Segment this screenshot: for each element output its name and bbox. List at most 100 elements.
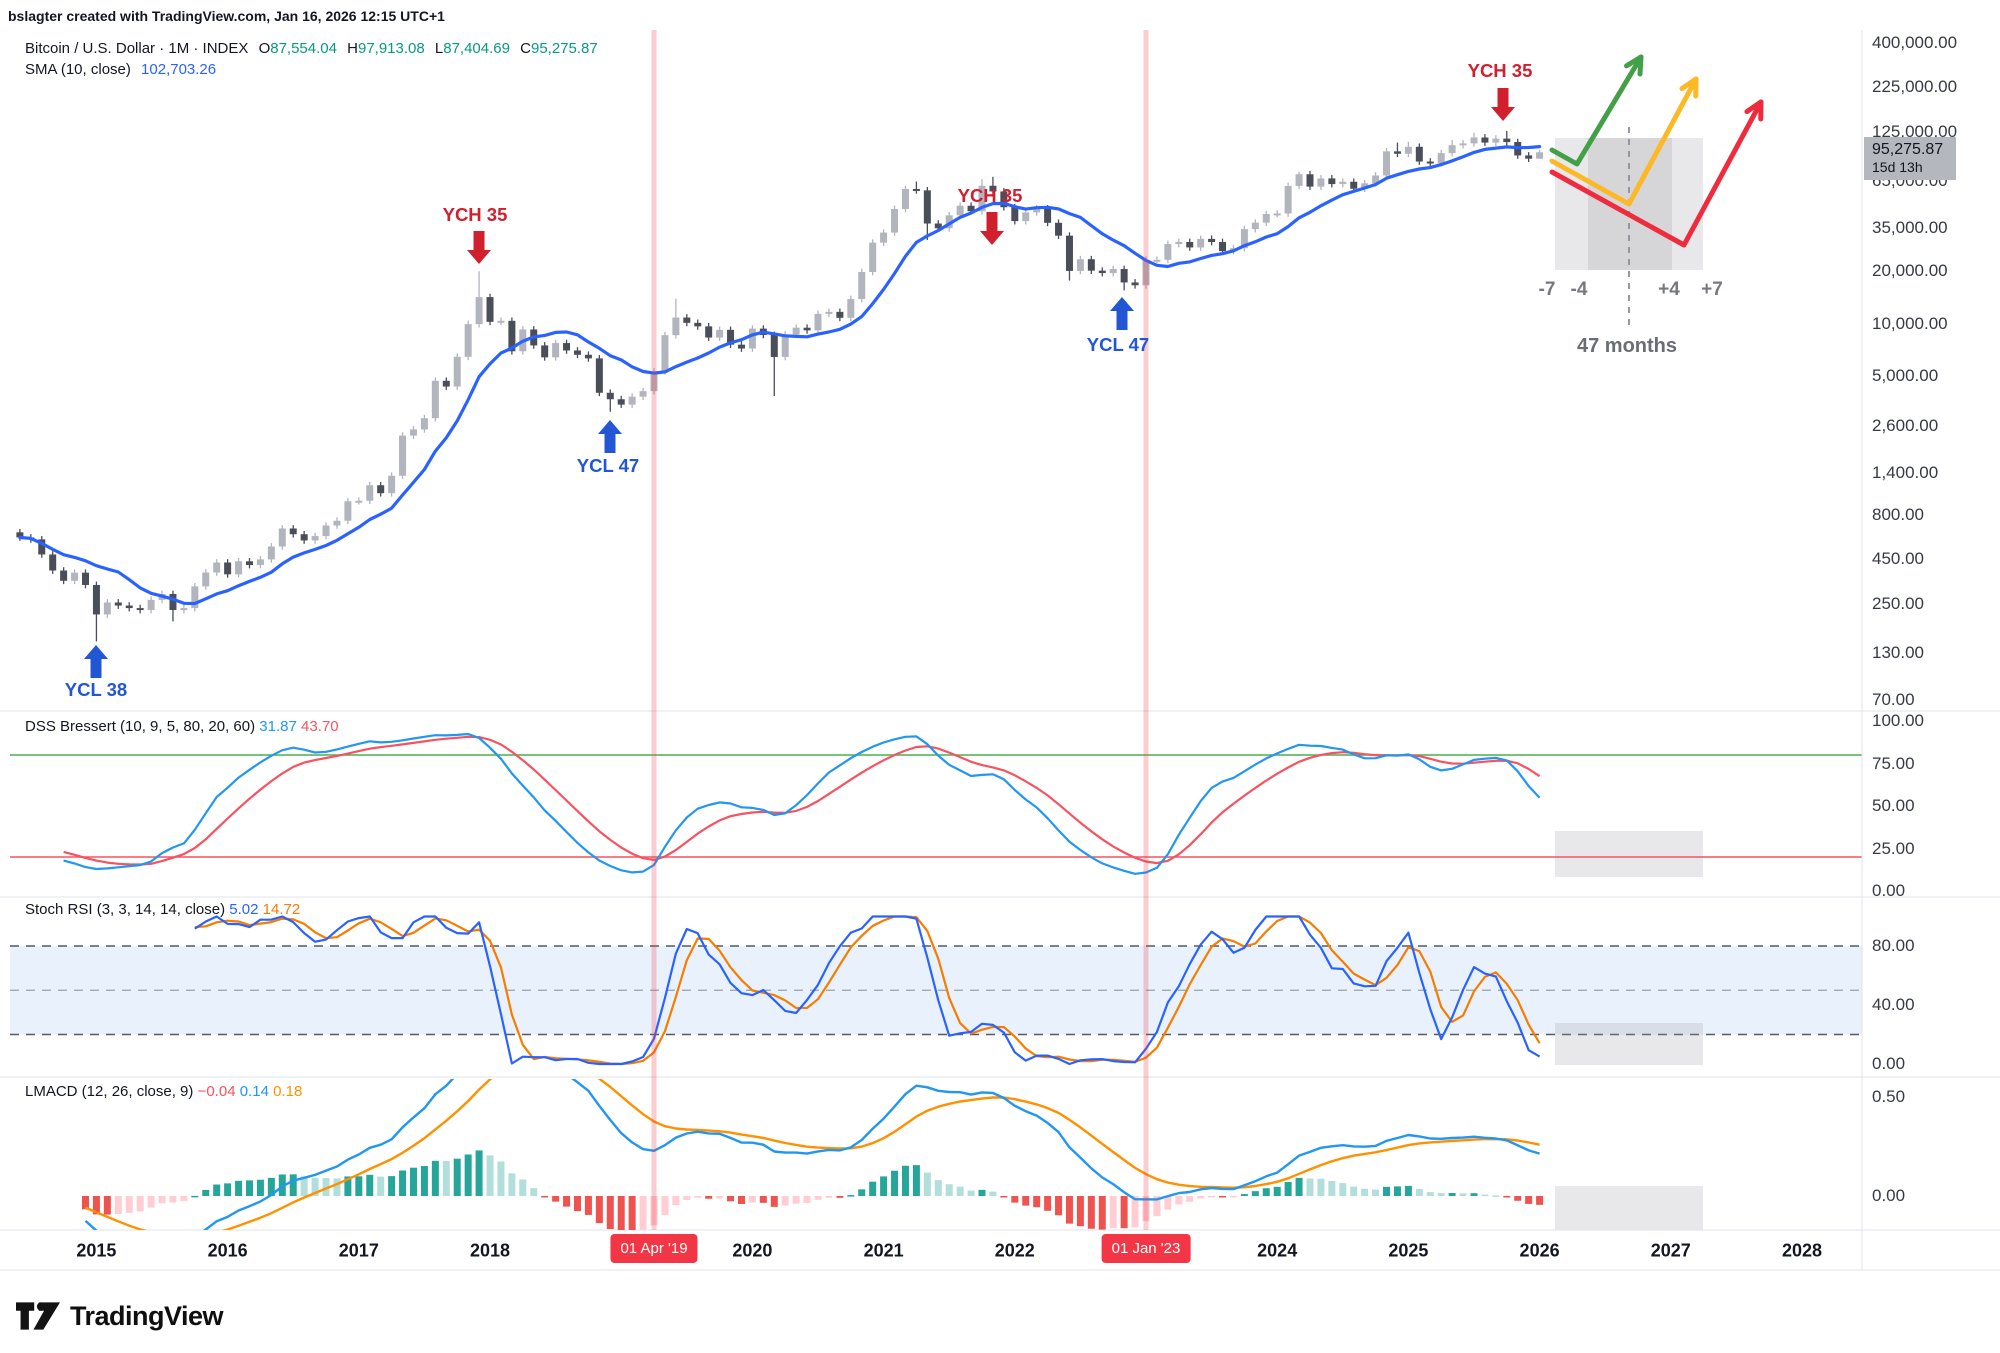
year-label: 2022	[994, 1240, 1035, 1261]
year-label: 2026	[1519, 1240, 1560, 1261]
ohlc-close-key: C	[520, 40, 531, 57]
price-tick-label: 10,000.00	[1872, 313, 1948, 333]
tradingview-logo-icon	[16, 1302, 60, 1330]
dss-series	[63, 732, 1541, 875]
dss-legend[interactable]: DSS Bressert (10, 9, 5, 80, 20, 60) 31.8…	[25, 718, 339, 735]
price-tick-label: 70.00	[1872, 690, 1915, 710]
price-tick-label: 125,000.00	[1872, 121, 1958, 141]
stochrsi-value-d: 14.72	[262, 901, 301, 918]
arrow-up-marker	[84, 645, 108, 678]
sma-value: 102,703.26	[141, 61, 217, 78]
lmacd-series	[81, 1079, 1544, 1230]
lmacd-legend[interactable]: LMACD (12, 26, close, 9) −0.04 0.14 0.18	[25, 1083, 302, 1100]
tradingview-logo[interactable]: TradingView	[16, 1298, 224, 1334]
candlestick-series	[16, 130, 1544, 642]
date-badge: 01 Jan '23	[1101, 1234, 1191, 1263]
stochrsi-projection-box	[1555, 1023, 1703, 1065]
inset-yellow-arrow	[1549, 76, 1699, 207]
arrow-up-marker	[1110, 297, 1134, 330]
arrow-down-marker	[467, 231, 491, 264]
stochrsi-legend[interactable]: Stoch RSI (3, 3, 14, 14, close) 5.02 14.…	[25, 901, 300, 918]
dss-tick-label: 100.00	[1872, 711, 1924, 730]
ohlc-open-value: 87,554.04	[270, 40, 337, 57]
price-tick-label: 800.00	[1872, 505, 1924, 525]
dss-projection-box	[1555, 831, 1703, 877]
cycle-annotation-label: YCL 38	[64, 679, 128, 700]
sma-legend[interactable]: SMA (10, close) 102,703.26	[25, 61, 216, 78]
year-label: 2027	[1650, 1240, 1691, 1261]
date-badge: 01 Apr '19	[610, 1234, 698, 1263]
sma-line	[18, 145, 1542, 606]
sma-label: SMA (10, close)	[25, 61, 131, 78]
dss-label: DSS Bressert (10, 9, 5, 80, 20, 60)	[25, 718, 256, 735]
stochrsi-value-k: 5.02	[229, 901, 259, 918]
lmacd-label: LMACD (12, 26, close, 9)	[25, 1083, 194, 1100]
stochrsi-series	[194, 915, 1541, 1066]
lmacd-value-signal: 0.18	[273, 1083, 303, 1100]
inset-offset-label: -4	[1570, 279, 1588, 300]
cycle-annotation-label: YCH 35	[957, 185, 1023, 206]
year-label: 2017	[338, 1240, 379, 1261]
lmacd-value-macd: 0.14	[239, 1083, 269, 1100]
inset-red-arrow	[1549, 99, 1764, 248]
tradingview-logo-text: TradingView	[70, 1300, 224, 1331]
arrow-down-marker	[1491, 88, 1515, 121]
year-label: 2018	[469, 1240, 511, 1261]
arrow-up-marker	[598, 420, 622, 453]
event-vertical-line	[651, 30, 657, 1230]
bar-countdown: 15d 13h	[1872, 159, 1923, 176]
price-tick-label: 1,400.00	[1872, 462, 1939, 482]
dss-value-blue: 31.87	[259, 718, 297, 735]
dss-tick-label: 0.00	[1872, 881, 1906, 900]
price-tick-label: 35,000.00	[1872, 218, 1948, 238]
year-label: 2015	[76, 1240, 117, 1261]
inset-offset-label: -7	[1538, 279, 1556, 300]
lmacd-tick-label: 0.00	[1872, 1186, 1906, 1205]
price-tick-label: 250.00	[1872, 593, 1924, 613]
ohlc-high-key: H	[347, 40, 358, 57]
price-tick-label: 450.00	[1872, 549, 1924, 569]
inset-offset-label: +7	[1701, 279, 1723, 300]
lmacd-value-hist: −0.04	[197, 1083, 236, 1100]
ohlc-close-value: 95,275.87	[530, 40, 598, 57]
cycle-annotation-label: YCL 47	[576, 455, 640, 476]
ohlc-open-key: O	[258, 40, 271, 57]
price-tick-label: 2,600.00	[1872, 415, 1939, 435]
price-tick-label: 20,000.00	[1872, 260, 1948, 280]
cycle-annotation-label: YCL 47	[1086, 334, 1150, 355]
price-tick-label: 5,000.00	[1872, 366, 1939, 386]
inset-green-arrow	[1637, 54, 1644, 77]
year-label: 2021	[863, 1240, 904, 1261]
stochrsi-tick-label: 40.00	[1872, 995, 1915, 1014]
dss-tick-label: 25.00	[1872, 838, 1915, 858]
price-tick-label: 225,000.00	[1872, 77, 1958, 96]
inset-caption: 47 months	[1576, 335, 1678, 357]
year-label: 2025	[1388, 1240, 1429, 1261]
year-label: 2028	[1781, 1240, 1822, 1261]
inset-offset-label: +4	[1658, 279, 1680, 300]
dss-tick-label: 75.00	[1872, 753, 1915, 773]
inset-green-arrow	[1549, 54, 1644, 167]
last-price-value: 95,275.87	[1872, 141, 1944, 158]
price-tick-label: 130.00	[1872, 643, 1924, 663]
stochrsi-tick-label: 0.00	[1872, 1054, 1906, 1073]
year-label: 2016	[207, 1240, 248, 1261]
symbol-legend[interactable]: Bitcoin / U.S. Dollar · 1M · INDEX O87,5…	[25, 40, 598, 57]
event-vertical-line	[1143, 30, 1149, 1230]
credit-text: bslagter created with TradingView.com, J…	[8, 8, 445, 24]
stochrsi-label: Stoch RSI (3, 3, 14, 14, close)	[25, 901, 226, 918]
cycle-annotation-label: YCH 35	[1467, 60, 1533, 81]
arrow-down-marker	[980, 212, 1004, 245]
lmacd-projection-box	[1555, 1186, 1703, 1230]
dss-value-red: 43.70	[301, 718, 339, 735]
year-label: 2020	[732, 1240, 773, 1261]
symbol-title: Bitcoin / U.S. Dollar · 1M · INDEX	[25, 40, 249, 57]
ohlc-high-value: 97,913.08	[357, 40, 425, 57]
cycle-annotation-label: YCH 35	[442, 204, 508, 225]
lmacd-tick-label: 0.50	[1872, 1087, 1906, 1106]
stochrsi-tick-label: 80.00	[1872, 936, 1915, 955]
dss-tick-label: 50.00	[1872, 796, 1915, 815]
last-price-label: 95,275.87 15d 13h	[1864, 137, 1956, 180]
